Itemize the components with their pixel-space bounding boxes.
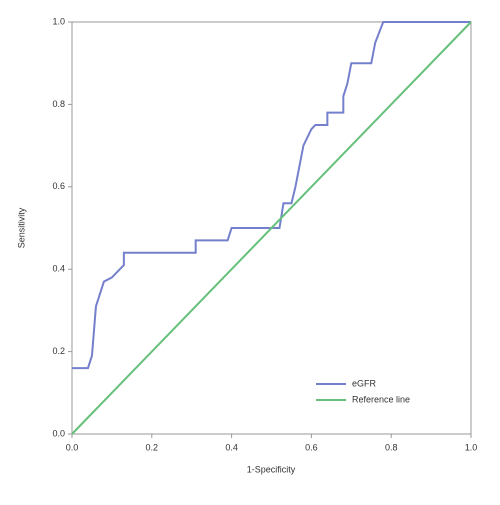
y-tick-label: 0.6 <box>52 181 65 191</box>
x-tick-label: 1.0 <box>465 442 478 452</box>
x-tick-label: 0.2 <box>146 442 159 452</box>
line <box>71 21 472 435</box>
y-tick-label: 0.8 <box>52 99 65 109</box>
y-tick-label: 0.4 <box>52 264 65 274</box>
x-axis-label: 1-Specificity <box>247 464 296 474</box>
line <box>72 21 471 370</box>
legend-label: Reference line <box>352 394 410 404</box>
x-tick-label: 0.8 <box>385 442 398 452</box>
y-tick-label: 1.0 <box>52 16 65 26</box>
legend-label: eGFR <box>352 378 377 388</box>
y-tick-label: 0.0 <box>52 428 65 438</box>
y-tick-label: 0.2 <box>52 346 65 356</box>
x-tick-label: 0.0 <box>66 442 79 452</box>
x-tick-label: 0.6 <box>305 442 318 452</box>
y-axis-label: Sensitivity <box>16 207 26 248</box>
x-tick-label: 0.4 <box>225 442 238 452</box>
